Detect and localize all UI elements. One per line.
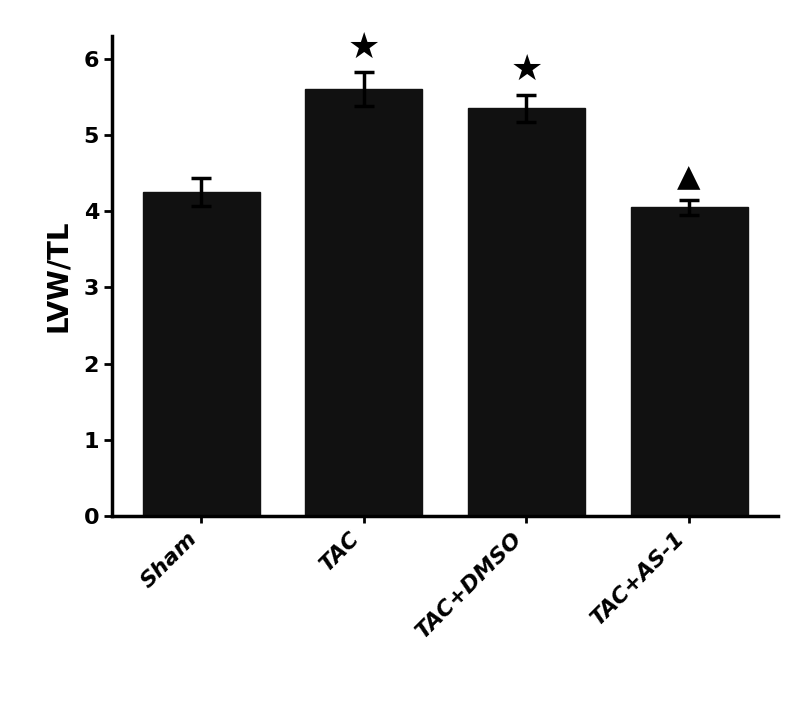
Bar <box>306 89 423 516</box>
Text: ▲: ▲ <box>678 163 701 192</box>
Text: ★: ★ <box>510 53 543 87</box>
Y-axis label: LVW/TL: LVW/TL <box>44 220 72 332</box>
Bar <box>143 192 260 516</box>
Bar <box>468 108 585 516</box>
Text: ★: ★ <box>347 31 380 65</box>
Bar <box>630 207 747 516</box>
